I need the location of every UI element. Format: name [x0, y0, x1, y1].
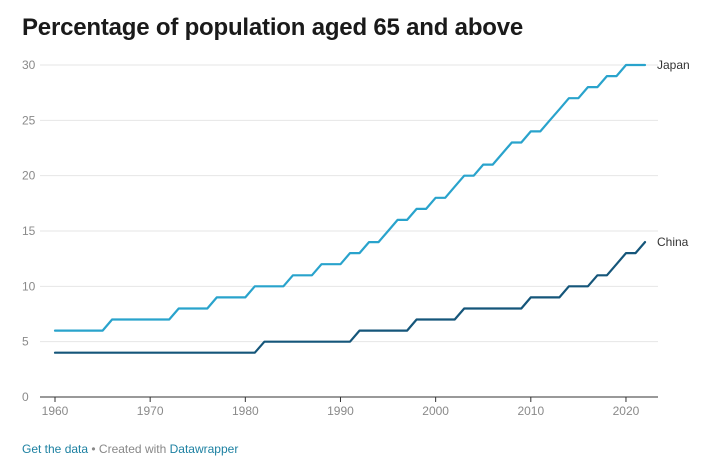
x-tick-label-1970: 1970 — [137, 404, 164, 418]
footer-separator: • Created with — [88, 442, 170, 456]
get-data-link[interactable]: Get the data — [22, 442, 89, 456]
x-tick-label-1980: 1980 — [232, 404, 259, 418]
grid: 0 5 10 15 20 25 30 — [22, 58, 658, 404]
y-tick-label-0: 0 — [22, 390, 29, 404]
series-label-japan: Japan — [657, 58, 690, 72]
series-lines — [53, 63, 647, 354]
chart-title: Percentage of population aged 65 and abo… — [22, 14, 524, 41]
x-axis: 1960 1970 1980 1990 2000 2010 2020 — [40, 396, 658, 418]
x-tick-label-2020: 2020 — [613, 404, 640, 418]
footer: Get the data • Created with Datawrapper — [22, 442, 238, 456]
x-tick-label-1990: 1990 — [327, 404, 354, 418]
series-label-china: China — [657, 235, 689, 249]
series-labels: Japan China — [657, 58, 690, 249]
series-line-china — [53, 241, 647, 354]
y-tick-label-15: 15 — [22, 224, 36, 238]
x-tick-label-2000: 2000 — [422, 404, 449, 418]
x-tick-label-2010: 2010 — [517, 404, 544, 418]
datawrapper-link[interactable]: Datawrapper — [169, 442, 239, 456]
y-tick-label-25: 25 — [22, 113, 36, 127]
y-tick-label-30: 30 — [22, 58, 36, 72]
series-line-japan — [53, 63, 647, 332]
y-tick-label-10: 10 — [22, 279, 36, 293]
y-tick-label-20: 20 — [22, 169, 36, 183]
x-tick-label-1960: 1960 — [42, 404, 69, 418]
y-tick-label-5: 5 — [22, 335, 29, 349]
